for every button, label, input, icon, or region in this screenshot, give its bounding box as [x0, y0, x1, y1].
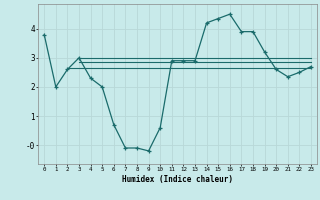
X-axis label: Humidex (Indice chaleur): Humidex (Indice chaleur) [122, 175, 233, 184]
